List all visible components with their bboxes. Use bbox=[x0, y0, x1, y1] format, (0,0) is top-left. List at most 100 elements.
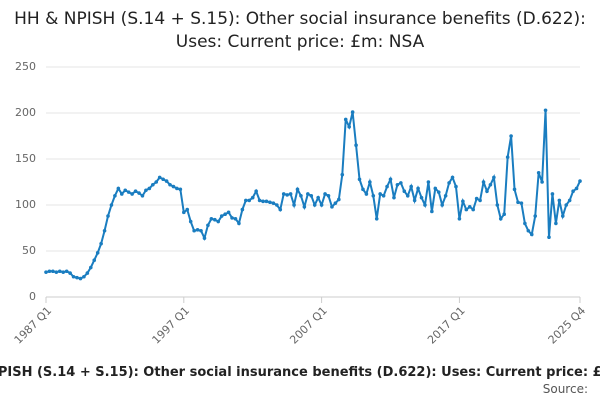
data-point bbox=[226, 210, 231, 215]
data-point bbox=[154, 180, 159, 184]
data-point bbox=[182, 210, 186, 215]
data-point bbox=[371, 194, 376, 198]
data-point bbox=[102, 228, 107, 233]
x-tick-label: 2007 Q1 bbox=[287, 304, 330, 347]
data-point bbox=[240, 207, 245, 212]
data-point bbox=[247, 198, 252, 203]
data-point bbox=[192, 228, 196, 233]
data-point bbox=[347, 125, 351, 129]
data-point bbox=[64, 269, 69, 274]
data-point bbox=[423, 203, 427, 207]
data-point bbox=[457, 217, 462, 221]
data-point bbox=[223, 212, 227, 216]
data-point bbox=[529, 232, 534, 237]
data-point bbox=[288, 192, 293, 196]
data-point bbox=[440, 203, 444, 207]
data-point bbox=[436, 190, 441, 194]
data-point bbox=[337, 197, 341, 202]
data-point bbox=[92, 258, 97, 263]
data-point bbox=[57, 269, 62, 274]
data-point bbox=[443, 194, 448, 198]
data-point bbox=[130, 192, 134, 196]
y-tick-label: 200 bbox=[15, 106, 36, 119]
data-point bbox=[454, 184, 458, 189]
data-point bbox=[447, 181, 451, 185]
data-point bbox=[495, 203, 500, 207]
data-point bbox=[147, 186, 152, 191]
data-point bbox=[85, 271, 90, 275]
data-point bbox=[268, 200, 272, 205]
data-point bbox=[430, 209, 434, 214]
data-point bbox=[109, 203, 114, 207]
plot: 0 50 100 150 200 250 1987 Q1 1997 Q1 2007 Q1 2017… bbox=[12, 60, 589, 347]
y-tick-label: 250 bbox=[15, 60, 36, 73]
data-point bbox=[144, 188, 148, 193]
data-point bbox=[157, 175, 162, 180]
data-point bbox=[471, 207, 476, 212]
data-point bbox=[285, 193, 289, 197]
data-point bbox=[492, 175, 496, 180]
data-point bbox=[478, 198, 482, 203]
data-point bbox=[171, 184, 176, 189]
data-point bbox=[564, 203, 569, 207]
data-point bbox=[485, 189, 489, 193]
data-point bbox=[512, 187, 517, 192]
x-tick-label: 2017 Q1 bbox=[425, 304, 468, 347]
data-point bbox=[526, 228, 531, 233]
y-tick-label: 50 bbox=[22, 244, 36, 257]
data-point bbox=[175, 186, 179, 191]
data-point bbox=[550, 192, 555, 196]
chart-title: HH & NPISH (S.14 + S.15): Other social i… bbox=[14, 9, 586, 52]
data-point bbox=[161, 177, 165, 182]
data-point bbox=[188, 219, 193, 224]
data-point bbox=[54, 270, 59, 274]
data-point bbox=[271, 201, 276, 205]
y-tick-label: 150 bbox=[15, 152, 36, 165]
data-point bbox=[233, 217, 238, 221]
data-point bbox=[151, 182, 155, 187]
data-point bbox=[299, 194, 303, 198]
data-point bbox=[199, 228, 203, 233]
data-point bbox=[123, 188, 128, 193]
data-point bbox=[543, 108, 548, 113]
data-point bbox=[357, 177, 362, 182]
data-point bbox=[412, 198, 417, 203]
data-point bbox=[99, 241, 103, 246]
data-point bbox=[488, 182, 493, 187]
data-point bbox=[547, 235, 551, 239]
data-point bbox=[557, 198, 562, 203]
y-tick-label: 0 bbox=[29, 290, 36, 303]
data-point bbox=[68, 271, 72, 275]
data-point bbox=[133, 189, 138, 193]
data-point bbox=[419, 195, 424, 200]
data-point bbox=[213, 217, 217, 222]
data-point bbox=[116, 186, 121, 191]
data-point bbox=[137, 191, 141, 195]
data-point bbox=[292, 203, 296, 207]
data-point bbox=[278, 207, 283, 212]
data-point bbox=[319, 203, 324, 207]
data-point bbox=[416, 186, 420, 191]
data-point bbox=[333, 201, 338, 205]
data-point bbox=[88, 265, 93, 270]
data-point bbox=[498, 217, 503, 221]
data-point bbox=[113, 194, 117, 198]
data-point bbox=[405, 194, 410, 198]
data-point bbox=[378, 192, 382, 196]
data-point bbox=[47, 269, 52, 274]
x-tick-label: 1987 Q1 bbox=[12, 304, 55, 347]
data-point bbox=[78, 276, 83, 281]
data-point bbox=[350, 110, 355, 114]
data-point bbox=[540, 180, 544, 184]
data-point bbox=[578, 179, 582, 183]
data-point bbox=[275, 203, 279, 207]
data-point bbox=[340, 172, 345, 177]
data-point bbox=[119, 192, 124, 196]
data-point bbox=[230, 216, 234, 220]
data-point bbox=[61, 270, 66, 274]
data-point bbox=[523, 221, 527, 226]
data-point bbox=[395, 182, 400, 187]
footer-text: HH & NPISH (S.14 + S.15): Other social i… bbox=[0, 365, 600, 380]
data-point bbox=[257, 198, 262, 203]
